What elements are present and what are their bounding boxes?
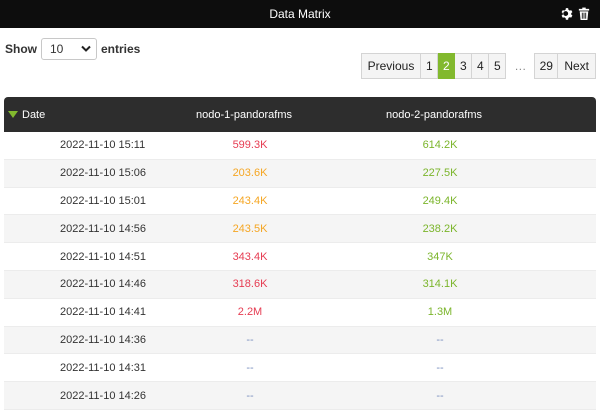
cell-node1-value: 243.4K (232, 194, 268, 207)
data-matrix-table: Date nodo-1-pandorafms nodo-2-pandorafms… (4, 97, 596, 410)
cell-node2-value: 227.5K (422, 167, 458, 180)
trash-icon[interactable] (578, 6, 592, 22)
cell-date: 2022-11-10 15:11 (60, 139, 146, 152)
next-button[interactable]: Next (558, 53, 596, 79)
cell-node2-value: -- (436, 361, 444, 374)
cell-node2-value: 314.1K (422, 278, 458, 291)
cell-date: 2022-11-10 14:36 (60, 333, 147, 346)
cell-node1-value: -- (246, 361, 254, 374)
table-row: 2022-11-10 14:41 2.2M 1.3M (4, 299, 596, 327)
window-actions (560, 6, 592, 22)
cell-date: 2022-11-10 15:06 (60, 167, 147, 180)
table-row: 2022-11-10 15:11 599.3K 614.2K (4, 132, 596, 160)
sort-desc-icon (8, 111, 18, 118)
cell-date: 2022-11-10 14:41 (60, 306, 147, 319)
entries-select[interactable]: 10 (41, 38, 97, 60)
cell-node2-value: 249.4K (422, 194, 458, 207)
table-row: 2022-11-10 14:56 243.5K 238.2K (4, 215, 596, 244)
cell-node2-value: 1.3M (427, 306, 453, 319)
table-row: 2022-11-10 15:01 243.4K 249.4K (4, 188, 596, 216)
cell-node2-value: -- (436, 333, 444, 346)
chevron-down-icon (81, 45, 91, 52)
cell-date: 2022-11-10 14:46 (60, 278, 147, 291)
page-3-button[interactable]: 3 (455, 53, 473, 79)
cell-node1-value: -- (246, 389, 254, 402)
table-row: 2022-11-10 15:06 203.6K 227.5K (4, 159, 596, 188)
entries-length-control: Show 10 entries (5, 38, 140, 60)
column-header-node1[interactable]: nodo-1-pandorafms (195, 108, 292, 121)
table-row: 2022-11-10 14:31 -- -- (4, 354, 596, 383)
cell-node1-value: 343.4K (232, 250, 268, 263)
cell-node1-value: -- (246, 333, 254, 346)
column-header-node2[interactable]: nodo-2-pandorafms (385, 108, 482, 121)
cell-node1-value: 243.5K (232, 222, 268, 235)
page-5-button[interactable]: 5 (489, 53, 507, 79)
previous-button[interactable]: Previous (360, 53, 422, 79)
cell-node2-value: -- (436, 389, 444, 402)
cell-node2-value: 238.2K (422, 222, 458, 235)
window-titlebar: Data Matrix (0, 0, 600, 28)
page-4-button[interactable]: 4 (472, 53, 490, 79)
page-1-button[interactable]: 1 (421, 53, 439, 79)
page-2-button[interactable]: 2 (438, 53, 456, 79)
table-row: 2022-11-10 14:36 -- -- (4, 326, 596, 355)
page-29-button[interactable]: 29 (534, 53, 559, 79)
table-header: Date nodo-1-pandorafms nodo-2-pandorafms (4, 97, 596, 132)
cell-date: 2022-11-10 14:56 (60, 222, 147, 235)
pagination: Previous 1 2 3 4 5 … 29 Next (360, 53, 596, 79)
window-title: Data Matrix (269, 7, 331, 21)
cell-date: 2022-11-10 14:51 (60, 250, 147, 263)
table-row: 2022-11-10 14:51 343.4K 347K (4, 243, 596, 271)
column-header-date[interactable]: Date (4, 109, 149, 121)
table-row: 2022-11-10 14:26 -- -- (4, 382, 596, 410)
cell-node2-value: 614.2K (422, 139, 458, 152)
table-row: 2022-11-10 14:46 318.6K 314.1K (4, 270, 596, 299)
table-body: 2022-11-10 15:11 599.3K 614.2K 2022-11-10 1… (4, 132, 596, 410)
cell-node2-value: 347K (427, 250, 453, 263)
cell-node1-value: 2.2M (237, 306, 263, 319)
cell-node1-value: 599.3K (232, 139, 268, 152)
show-label: Show (5, 42, 37, 56)
gear-icon[interactable] (560, 6, 574, 22)
cell-node1-value: 318.6K (232, 278, 268, 291)
entries-select-value: 10 (50, 42, 64, 56)
cell-date: 2022-11-10 15:01 (60, 194, 147, 207)
pagination-ellipsis: … (514, 59, 527, 73)
entries-label: entries (101, 42, 141, 56)
column-header-date-label: Date (22, 108, 46, 121)
cell-date: 2022-11-10 14:31 (60, 361, 147, 374)
cell-node1-value: 203.6K (232, 167, 268, 180)
cell-date: 2022-11-10 14:26 (60, 389, 147, 402)
